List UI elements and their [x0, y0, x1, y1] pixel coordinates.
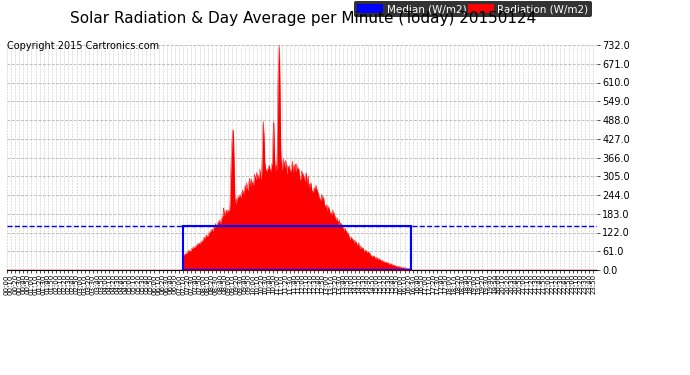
Text: Solar Radiation & Day Average per Minute (Today) 20150124: Solar Radiation & Day Average per Minute…: [70, 11, 537, 26]
Bar: [183, 226, 411, 270]
Legend: Median (W/m2), Radiation (W/m2): Median (W/m2), Radiation (W/m2): [354, 1, 591, 17]
Text: Copyright 2015 Cartronics.com: Copyright 2015 Cartronics.com: [7, 41, 159, 51]
